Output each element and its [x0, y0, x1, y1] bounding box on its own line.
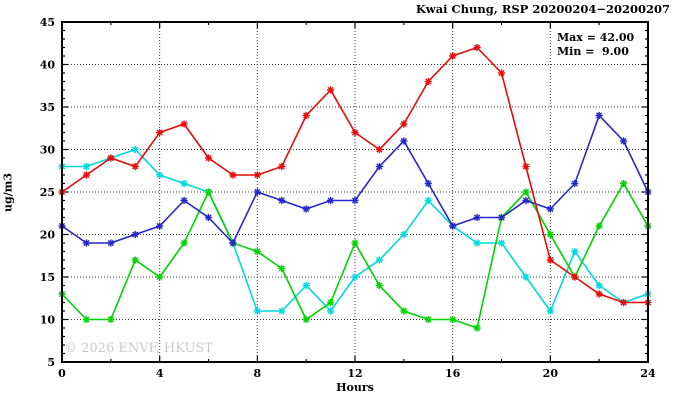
x-tick-label: 16 [445, 367, 461, 380]
x-tick-label: 4 [156, 367, 164, 380]
x-tick-label: 0 [58, 367, 66, 380]
x-tick-label: 24 [640, 367, 656, 380]
y-tick-label: 5 [47, 356, 55, 369]
series-green [58, 179, 652, 332]
series-blue [58, 111, 652, 247]
plot-border [61, 21, 649, 363]
x-tick-label: 8 [254, 367, 262, 380]
y-tick-label: 25 [40, 186, 55, 199]
y-tick-label: 10 [40, 314, 56, 327]
chart-title: Kwai Chung, RSP 20200204−20200207 [415, 2, 670, 16]
y-tick-label: 35 [40, 101, 55, 114]
y-tick-label: 45 [40, 16, 55, 29]
y-tick-label: 15 [40, 271, 55, 284]
series-red [58, 43, 652, 307]
gridlines [62, 22, 648, 362]
tick-labels: 5 10 15 20 25 30 35 40 45 0 4 8 12 16 20 24 [40, 16, 656, 380]
y-tick-label: 20 [40, 229, 56, 242]
x-tick-label: 20 [543, 367, 559, 380]
maxmin-annotation: Max = 42.00 Min = 9.00 [557, 31, 634, 59]
x-tick-label: 12 [347, 367, 362, 380]
series-green-markers [58, 179, 652, 332]
y-tick-label: 30 [40, 144, 56, 157]
min-label: Min = 9.00 [557, 45, 629, 58]
y-tick-label: 40 [40, 59, 56, 72]
watermark: © 2026 ENVF, HKUST [64, 341, 213, 356]
series-blue-markers [58, 111, 652, 247]
x-axis-label: Hours [336, 381, 374, 394]
max-label: Max = 42.00 [557, 31, 635, 44]
